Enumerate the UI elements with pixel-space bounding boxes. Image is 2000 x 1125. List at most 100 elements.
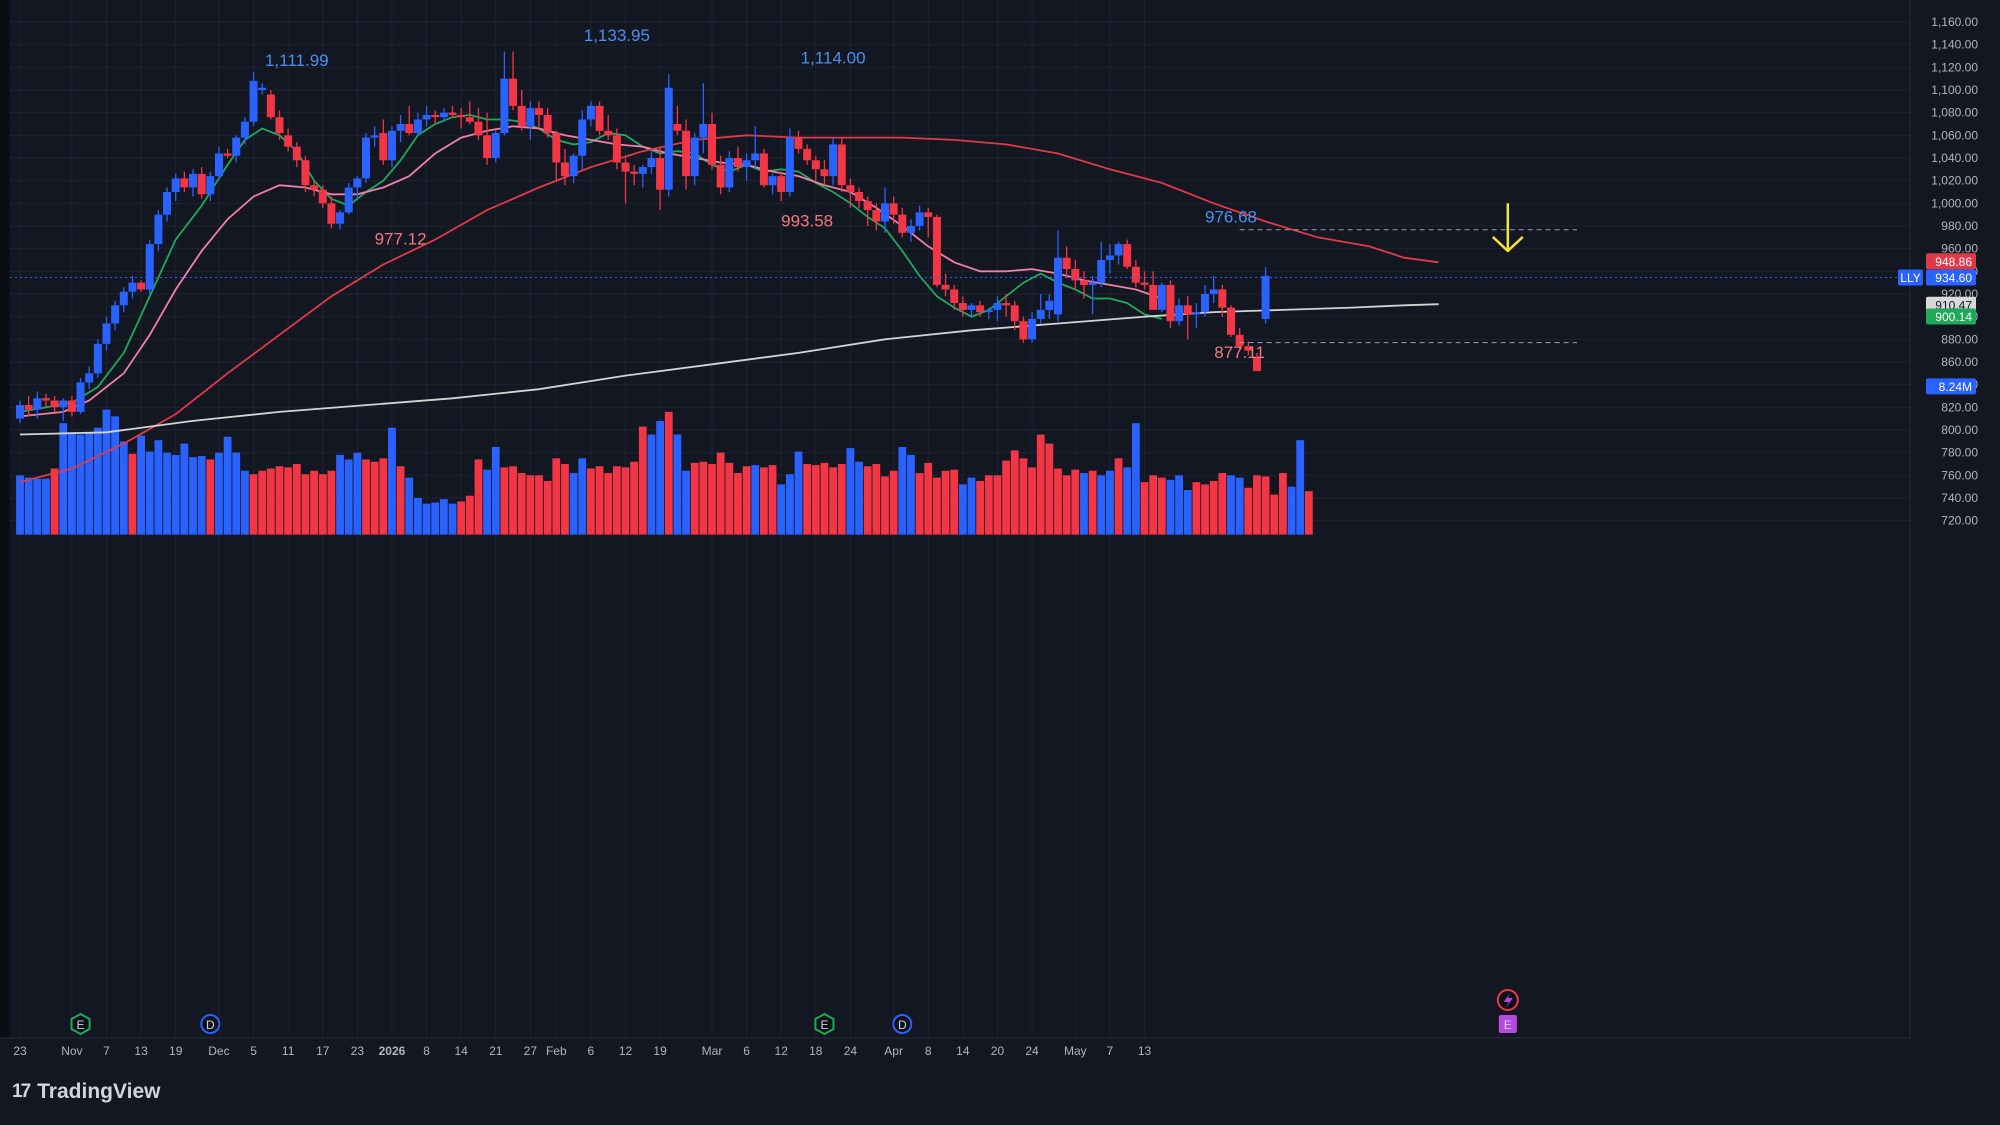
volume-bar (1192, 482, 1201, 535)
x-tick-label: 23 (13, 1044, 27, 1058)
volume-bar (785, 474, 794, 535)
volume-bar (1296, 440, 1305, 535)
candle-body (906, 225, 915, 233)
candle (967, 303, 976, 317)
candle-body (318, 189, 327, 204)
volume-bar (1201, 484, 1209, 535)
candle-body (673, 123, 682, 131)
candle-body (509, 78, 518, 106)
y-tick-label: 1,000.00 (1931, 196, 1978, 210)
candle (725, 151, 734, 192)
candle (716, 155, 725, 195)
volume-bar (1010, 450, 1019, 535)
candle (751, 126, 760, 170)
candle-body (483, 135, 492, 158)
volume-bar (751, 465, 760, 535)
x-tick-label: 19 (653, 1044, 667, 1058)
x-tick-label: 14 (454, 1044, 468, 1058)
candle (370, 126, 379, 147)
volume-bar (1045, 443, 1054, 535)
price-badge: 948.86 (1926, 253, 1976, 270)
peak-price-label: 1,111.99 (265, 51, 329, 70)
candle-body (872, 210, 881, 222)
price-chart[interactable]: 1,111.99 1,133.95 1,114.00 976.68 977.12 993.… (0, 0, 2000, 1065)
candle (266, 89, 275, 120)
candle (1235, 327, 1244, 351)
candle-body (578, 119, 587, 156)
dividend-event-icon[interactable]: D (200, 1014, 221, 1034)
volume-bar (388, 427, 396, 535)
volume-bar (483, 469, 491, 535)
brand-name: TradingView (37, 1080, 161, 1103)
volume-bar (1088, 470, 1097, 535)
candle-body (984, 309, 993, 313)
volume-bar (1149, 475, 1158, 535)
volume-bar (206, 459, 215, 535)
candle-body (223, 153, 232, 156)
trough-price-label: 877.11 (1214, 343, 1265, 362)
candle (811, 155, 820, 181)
candle-body (163, 191, 172, 215)
earnings-event-icon[interactable]: E (814, 1012, 835, 1036)
y-tick-label: 1,040.00 (1931, 151, 1978, 165)
volume-bar (68, 432, 76, 535)
candle-body (855, 191, 864, 202)
candle-body (517, 105, 526, 127)
candle-body (915, 212, 924, 226)
candle (379, 119, 388, 165)
candle (154, 210, 163, 251)
x-tick-label: 24 (844, 1044, 858, 1058)
candle-body (1131, 266, 1140, 283)
candle (232, 135, 241, 163)
volume-bar (915, 473, 924, 535)
volume-bar (215, 452, 223, 535)
candle-body (1123, 244, 1132, 267)
candle (405, 105, 414, 136)
candle (353, 176, 362, 199)
candle-body (465, 117, 474, 122)
candle-body (1019, 321, 1028, 340)
candle (1054, 230, 1062, 322)
y-axis[interactable]: 720.00740.00760.00780.00800.00820.00840.… (1909, 0, 2000, 1065)
candle-body (1252, 357, 1261, 372)
candle-body (1175, 305, 1184, 322)
candle-body (777, 176, 786, 192)
candle (1149, 271, 1158, 310)
candle-body (1157, 284, 1166, 310)
volume-bar (587, 468, 595, 535)
candle (1192, 303, 1201, 328)
dividend-event-icon[interactable]: D (892, 1014, 913, 1034)
volume-bar (656, 420, 664, 535)
candle (1175, 298, 1184, 326)
candle (1114, 241, 1123, 265)
x-tick-label: 13 (134, 1044, 148, 1058)
candle-body (76, 382, 85, 412)
volume-bar (682, 470, 690, 535)
candle-body (1097, 259, 1106, 283)
x-tick-label: 14 (956, 1044, 970, 1058)
candle (656, 146, 665, 211)
candle-body (379, 133, 388, 161)
candle (197, 167, 206, 199)
tradingview-brand[interactable]: 17 TradingView (12, 1080, 160, 1104)
candle (759, 148, 768, 188)
candle (258, 83, 267, 95)
candle-body (1079, 280, 1088, 285)
event-marker-letter: E (77, 1018, 85, 1032)
earnings-event-icon[interactable]: E (1498, 1015, 1517, 1033)
x-tick-label: 11 (282, 1044, 295, 1058)
candle (543, 108, 552, 138)
volume-bar (716, 452, 725, 535)
lightning-event-icon[interactable] (1496, 989, 1519, 1011)
earnings-event-icon[interactable]: E (70, 1012, 91, 1036)
candle (924, 207, 933, 238)
volume-bar (1209, 480, 1218, 535)
candle (483, 112, 492, 165)
candle-body (93, 343, 102, 374)
candle-body (1261, 275, 1270, 319)
x-axis[interactable]: 23 Nov 7 13 19 Dec 5 11 17 23 2026 8 14 21 27 Feb 6 12 19 M… (0, 1037, 2000, 1065)
candle (1252, 352, 1261, 372)
footer-bar (0, 1065, 2000, 1125)
volume-bar (16, 475, 24, 535)
